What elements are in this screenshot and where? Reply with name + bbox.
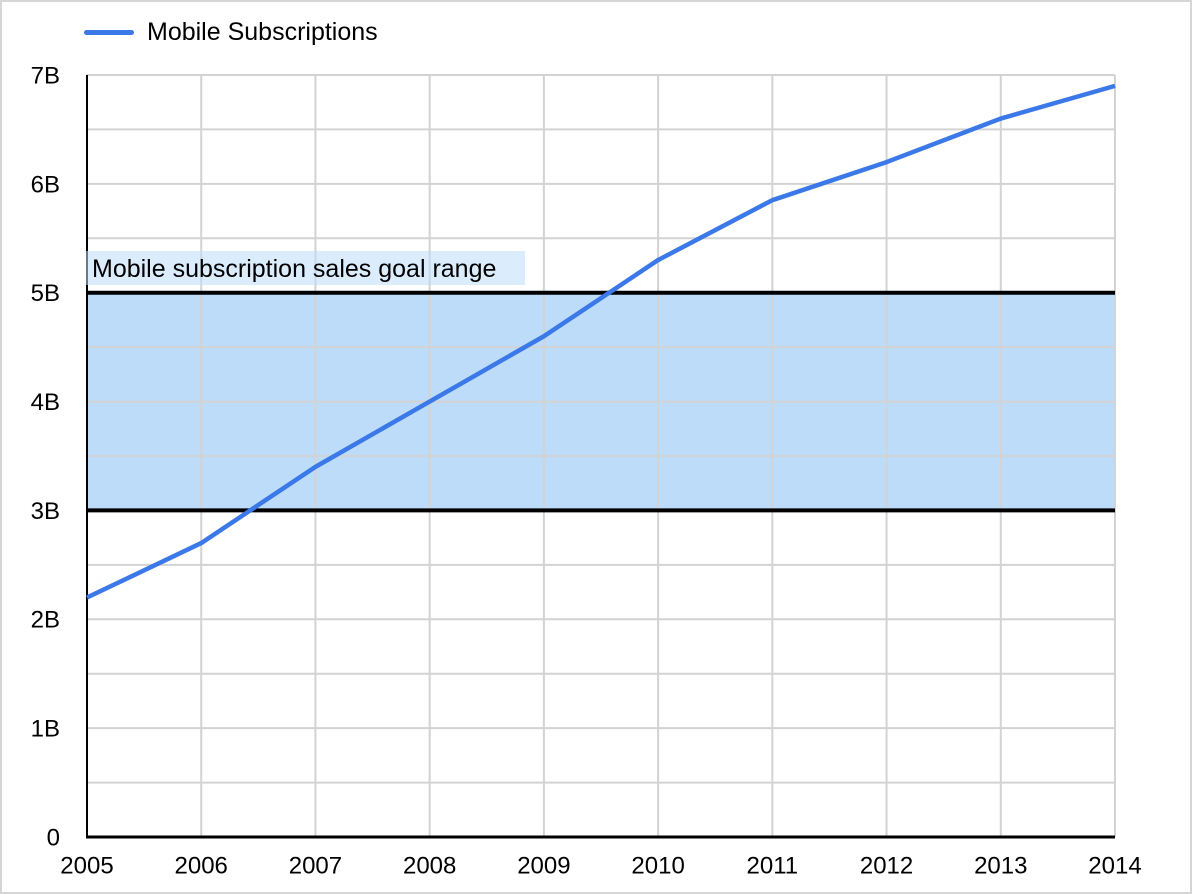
y-tick-label: 4B [31,389,60,416]
goal-range-annotation: Mobile subscription sales goal range [86,251,525,285]
legend[interactable]: Mobile Subscriptions [84,18,378,47]
x-tick-label: 2009 [517,852,570,879]
series-lines [86,83,1116,600]
y-tick-label: 2B [31,607,60,634]
goal-range-label-highlight [86,251,525,285]
y-tick-label: 5B [31,280,60,307]
x-tick-label: 2008 [403,852,456,879]
y-tick-label: 7B [31,62,60,89]
x-tick-label: 2010 [631,852,684,879]
x-tick-label: 2014 [1088,852,1141,879]
tick-labels: 0 1B 2B 3B 4B 5B 6B 7B 2005 2006 2007 2008 2009 2010 2… [31,62,1142,879]
x-tick-label: 2012 [860,852,913,879]
goal-range-label: Mobile subscription sales goal range [92,255,496,283]
legend-line-swatch [84,30,134,35]
legend-label: Mobile Subscriptions [147,18,378,46]
y-tick-label: 6B [31,171,60,198]
x-tick-label: 2013 [974,852,1027,879]
y-tick-label: 1B [31,716,60,743]
x-tick-label: 2007 [289,852,342,879]
x-tick-label: 2005 [60,852,113,879]
x-tick-label: 2011 [747,852,799,879]
mobile-subscriptions-line[interactable] [86,83,1116,600]
gridlines [87,74,1116,837]
axes [86,75,1115,839]
y-tick-label: 3B [31,498,60,525]
goal-range-band-borders [87,290,1115,513]
x-tick-label: 2006 [175,852,228,879]
y-tick-label: 0 [47,824,60,851]
